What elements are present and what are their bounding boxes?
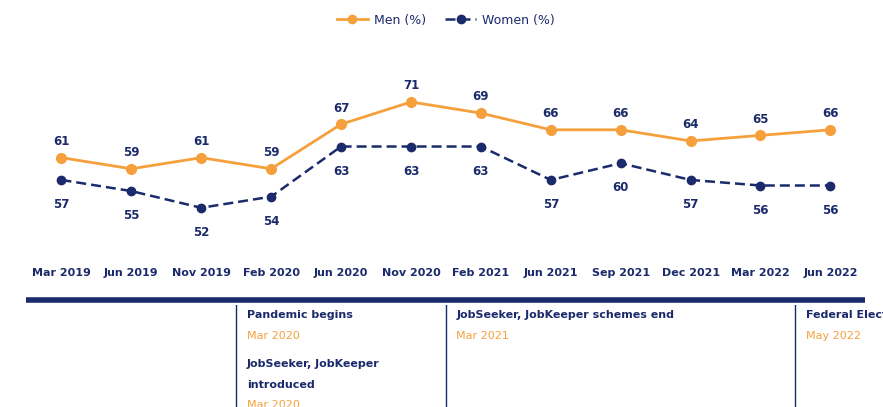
Text: 69: 69 (472, 90, 489, 103)
Text: 66: 66 (822, 107, 839, 120)
Text: 61: 61 (193, 135, 209, 148)
Text: JobSeeker, JobKeeper: JobSeeker, JobKeeper (246, 359, 380, 369)
Text: 59: 59 (263, 146, 279, 159)
Text: Dec 2021: Dec 2021 (661, 268, 720, 278)
Text: 52: 52 (193, 226, 209, 239)
Text: Feb 2021: Feb 2021 (452, 268, 509, 278)
Text: Feb 2020: Feb 2020 (243, 268, 299, 278)
Text: Jun 2019: Jun 2019 (104, 268, 159, 278)
Text: Federal Election: Federal Election (806, 310, 883, 320)
Text: 63: 63 (403, 164, 419, 177)
Text: Mar 2022: Mar 2022 (731, 268, 790, 278)
Text: 56: 56 (752, 204, 769, 217)
Text: 66: 66 (613, 107, 629, 120)
Text: 66: 66 (542, 107, 559, 120)
Text: 59: 59 (123, 146, 140, 159)
Text: 55: 55 (123, 209, 140, 222)
Text: May 2022: May 2022 (806, 330, 861, 341)
Text: 71: 71 (403, 79, 419, 92)
Text: Sep 2021: Sep 2021 (592, 268, 650, 278)
Text: 57: 57 (53, 198, 70, 211)
Text: Jun 2021: Jun 2021 (524, 268, 578, 278)
Text: 61: 61 (53, 135, 70, 148)
Text: Jun 2022: Jun 2022 (804, 268, 857, 278)
Text: 56: 56 (822, 204, 839, 217)
Text: Nov 2019: Nov 2019 (172, 268, 230, 278)
Text: 57: 57 (683, 198, 698, 211)
Text: JobSeeker, JobKeeper schemes end: JobSeeker, JobKeeper schemes end (457, 310, 675, 320)
Text: Mar 2020: Mar 2020 (246, 400, 299, 407)
Text: Pandemic begins: Pandemic begins (246, 310, 352, 320)
Text: introduced: introduced (246, 379, 314, 389)
Text: 54: 54 (263, 215, 279, 228)
Text: 65: 65 (752, 113, 769, 126)
Text: Jun 2020: Jun 2020 (313, 268, 368, 278)
Text: 67: 67 (333, 101, 350, 114)
Legend: Men (%), Women (%): Men (%), Women (%) (332, 9, 560, 32)
Text: 60: 60 (613, 181, 629, 194)
Text: 63: 63 (333, 164, 350, 177)
Text: Nov 2020: Nov 2020 (381, 268, 441, 278)
Text: 64: 64 (683, 118, 698, 131)
Text: Mar 2021: Mar 2021 (457, 330, 509, 341)
Text: 63: 63 (472, 164, 489, 177)
Text: Mar 2019: Mar 2019 (32, 268, 91, 278)
Text: 57: 57 (542, 198, 559, 211)
Text: Mar 2020: Mar 2020 (246, 330, 299, 341)
